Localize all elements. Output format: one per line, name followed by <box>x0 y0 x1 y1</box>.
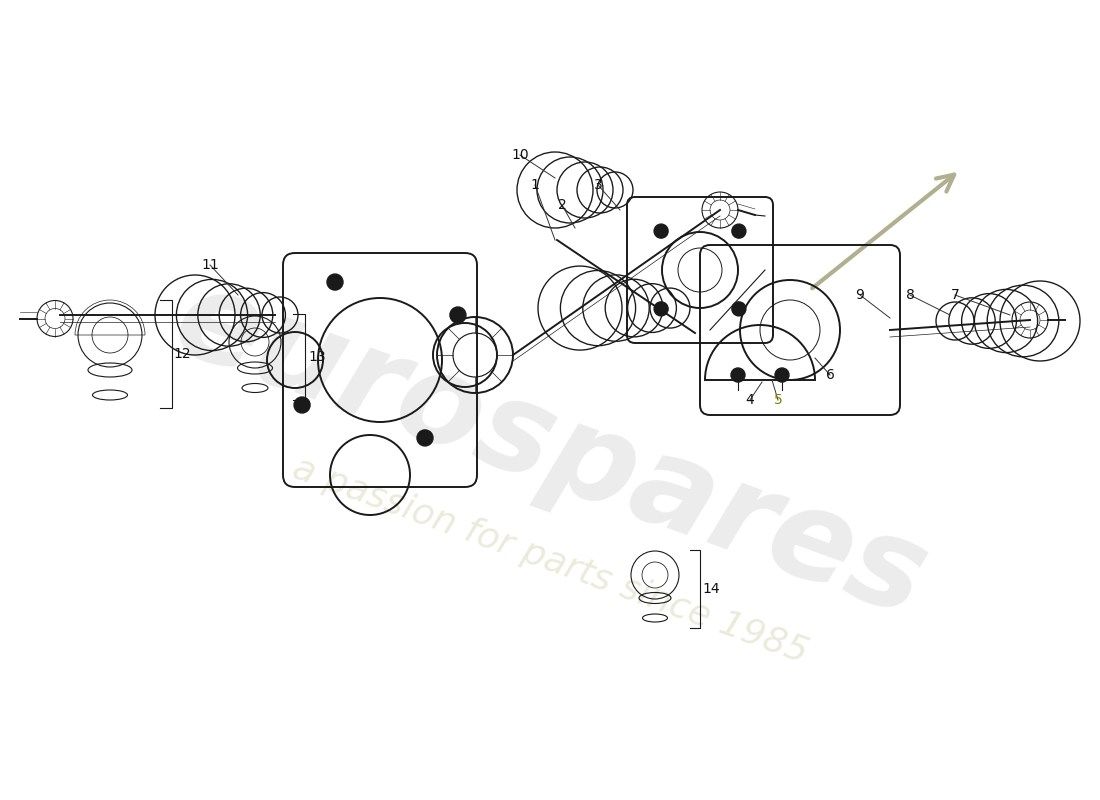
Circle shape <box>654 302 668 316</box>
Text: 4: 4 <box>746 393 755 407</box>
Circle shape <box>417 430 433 446</box>
Circle shape <box>732 224 746 238</box>
Text: 5: 5 <box>773 393 782 407</box>
Text: 6: 6 <box>826 368 835 382</box>
Circle shape <box>327 274 343 290</box>
Circle shape <box>450 307 466 323</box>
Circle shape <box>294 397 310 413</box>
Text: a passion for parts since 1985: a passion for parts since 1985 <box>288 450 812 670</box>
Text: 7: 7 <box>950 288 959 302</box>
Circle shape <box>776 368 789 382</box>
Text: eurospares: eurospares <box>158 258 942 642</box>
Text: 9: 9 <box>856 288 865 302</box>
Text: 10: 10 <box>512 148 529 162</box>
Text: 2: 2 <box>558 198 566 212</box>
Circle shape <box>732 368 745 382</box>
Circle shape <box>732 302 746 316</box>
Text: 13: 13 <box>308 350 326 364</box>
Text: 3: 3 <box>594 178 603 192</box>
Text: 1: 1 <box>530 178 539 192</box>
Text: 11: 11 <box>201 258 219 272</box>
Text: 14: 14 <box>702 582 719 596</box>
Text: 8: 8 <box>905 288 914 302</box>
Circle shape <box>654 224 668 238</box>
Text: 12: 12 <box>173 347 190 361</box>
